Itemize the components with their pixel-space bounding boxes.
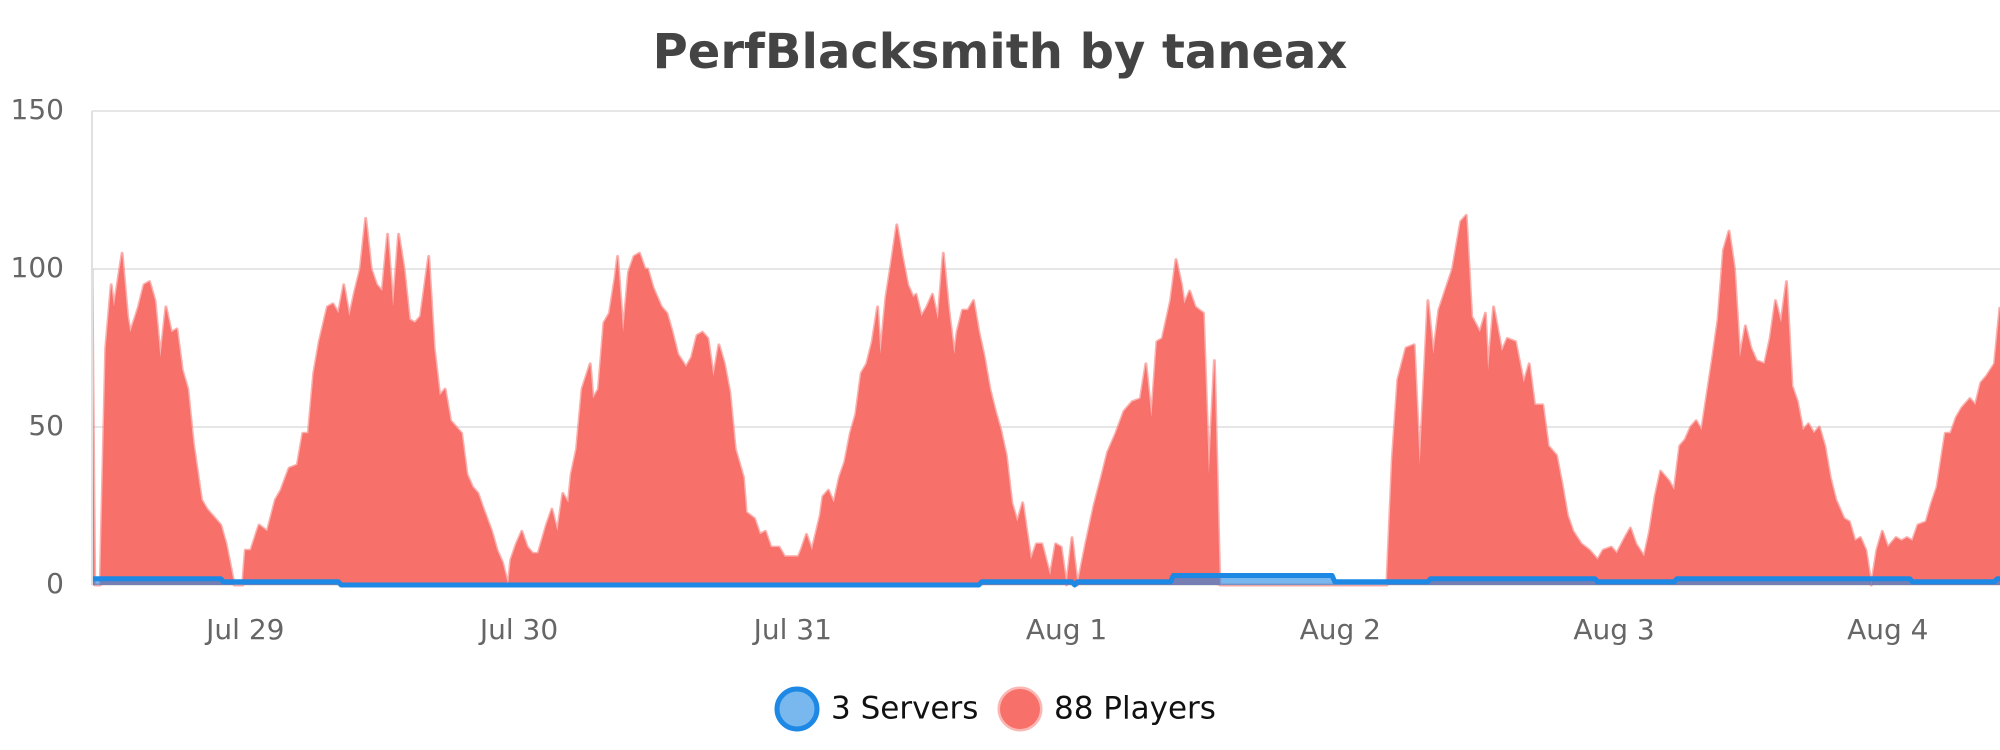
legend: 3 Servers 88 Players [774,686,1216,732]
x-tick-label: Jul 29 [204,613,284,646]
x-tick-label: Jul 30 [478,613,558,646]
x-tick-label: Aug 1 [1026,613,1107,646]
y-tick-label: 100 [11,251,64,284]
x-tick-label: Aug 3 [1573,613,1654,646]
y-tick-label: 0 [46,567,64,600]
legend-label: 3 Servers [831,691,978,727]
x-tick-label: Jul 31 [752,613,832,646]
legend-marker [774,686,820,732]
plot-area [92,213,2000,588]
y-tick-label: 50 [28,409,64,442]
x-tick-label: Aug 2 [1300,613,1381,646]
area-line [92,573,2000,588]
axes: 0 50 100 150 Jul 29 Jul 30 Jul 31 Aug 1 Aug 2 Aug… [11,93,1929,646]
y-tick-label: 150 [11,93,64,126]
area-line [92,213,2000,587]
area-fill [92,575,2000,585]
x-tick-label: Aug 4 [1847,613,1928,646]
legend-marker [997,686,1043,732]
area-fill [92,215,2000,586]
legend-label: 88 Players [1054,691,1216,727]
chart-title: PerfBlacksmith by taneax [653,24,1348,80]
